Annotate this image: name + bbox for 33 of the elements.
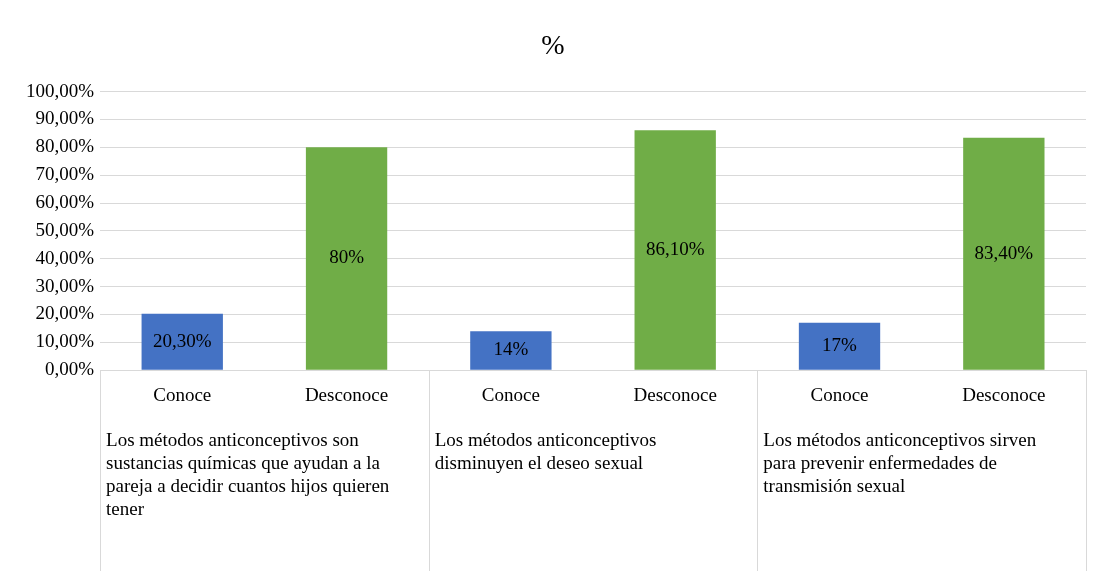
y-tick-label: 90,00% — [35, 107, 95, 129]
data-label: 86,10% — [645, 238, 705, 259]
text: Los métodos anticonceptivos sirven para prevenir enfermedades de transmisión sexual — [763, 428, 1038, 498]
chart-title: % — [541, 29, 565, 61]
x-tick-label: Desconoce — [962, 383, 1046, 405]
y-tick-label: 20,00% — [35, 302, 95, 324]
bar — [141, 313, 223, 370]
bar — [798, 322, 881, 370]
data-label: 20,30% — [152, 329, 212, 351]
bar — [470, 331, 552, 370]
x-tick-label: Conoce — [481, 383, 540, 405]
y-tick-label: 80,00% — [35, 135, 95, 157]
y-tick-label: 100,00% — [26, 79, 95, 101]
y-tick-label: 50,00% — [35, 218, 95, 240]
x-tick-label: Conoce — [810, 383, 869, 405]
bar — [634, 130, 716, 370]
y-tick-label: 0,00% — [45, 358, 95, 380]
x-tick-label: Desconoce — [304, 383, 389, 405]
data-label: 14% — [493, 338, 529, 360]
bar — [963, 137, 1045, 370]
data-label: 83,40% — [974, 241, 1034, 263]
x-tick-label: Desconoce — [633, 383, 717, 405]
text: Los métodos anticonceptivos disminuyen el deseo sexual — [434, 428, 658, 475]
y-tick-label: 40,00% — [35, 246, 95, 268]
bar — [305, 147, 388, 370]
y-tick-label: 60,00% — [35, 191, 95, 213]
data-label: 17% — [822, 334, 858, 356]
data-label: 80% — [329, 246, 365, 268]
text: Los métodos anticonceptivos son sustancias químicas que ayudan a la pareja a decidir cuantos hijos quieren tener — [106, 428, 391, 521]
y-tick-label: 10,00% — [35, 330, 95, 352]
y-tick-label: 70,00% — [35, 163, 95, 185]
y-tick-label: 30,00% — [35, 274, 95, 296]
x-tick-label: Conoce — [153, 383, 212, 405]
